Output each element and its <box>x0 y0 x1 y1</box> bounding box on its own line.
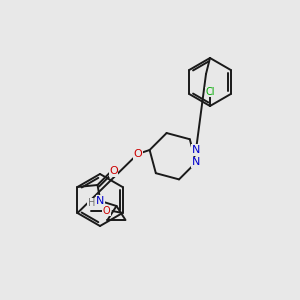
Text: H: H <box>88 198 95 208</box>
Text: N: N <box>192 145 200 155</box>
Text: O: O <box>133 149 142 159</box>
Text: O: O <box>109 166 118 176</box>
Text: O: O <box>103 206 110 216</box>
Text: N: N <box>96 196 105 206</box>
Text: Cl: Cl <box>205 87 215 97</box>
Text: N: N <box>192 158 200 167</box>
